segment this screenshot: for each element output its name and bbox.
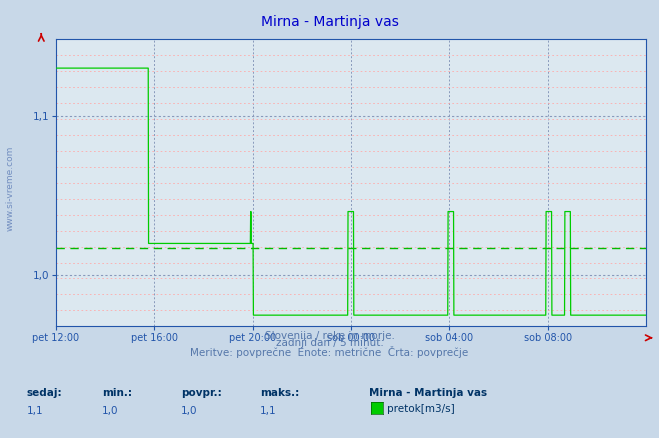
Text: www.si-vreme.com: www.si-vreme.com xyxy=(5,146,14,231)
Text: Mirna - Martinja vas: Mirna - Martinja vas xyxy=(369,388,487,398)
Text: min.:: min.: xyxy=(102,388,132,398)
Text: pretok[m3/s]: pretok[m3/s] xyxy=(387,404,455,414)
Text: 1,1: 1,1 xyxy=(260,406,277,417)
Text: 1,0: 1,0 xyxy=(181,406,198,417)
Text: Meritve: povprečne  Enote: metrične  Črta: povprečje: Meritve: povprečne Enote: metrične Črta:… xyxy=(190,346,469,357)
Text: Mirna - Martinja vas: Mirna - Martinja vas xyxy=(260,15,399,29)
Text: 1,0: 1,0 xyxy=(102,406,119,417)
Text: povpr.:: povpr.: xyxy=(181,388,222,398)
Text: Slovenija / reke in morje.: Slovenija / reke in morje. xyxy=(264,331,395,341)
Text: 1,1: 1,1 xyxy=(26,406,43,417)
Text: zadnji dan / 5 minut.: zadnji dan / 5 minut. xyxy=(275,338,384,348)
Text: maks.:: maks.: xyxy=(260,388,300,398)
Text: sedaj:: sedaj: xyxy=(26,388,62,398)
